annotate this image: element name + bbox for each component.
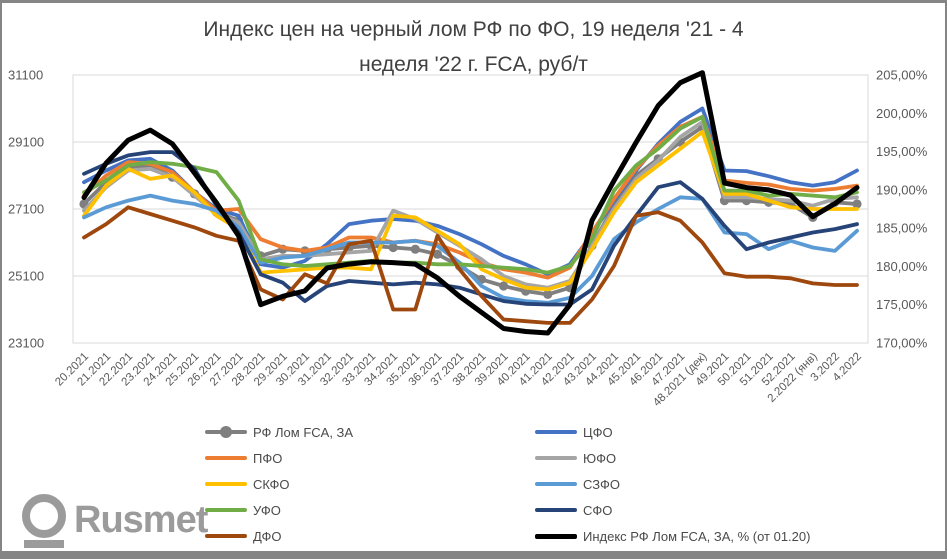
- left-axis-tick: 29100: [8, 135, 44, 150]
- series-line-4[interactable]: [82, 129, 859, 292]
- legend-swatch-ufo: [205, 508, 247, 512]
- legend-item-sfo[interactable]: СФО: [535, 497, 865, 523]
- legend-item-skfo[interactable]: СКФО: [205, 471, 535, 497]
- legend-swatch-szfo: [535, 482, 577, 486]
- series-line-5[interactable]: [82, 193, 859, 305]
- chart-title-line2: неделя '22 г. FCA, руб/т: [359, 53, 588, 76]
- series-marker: [410, 244, 420, 254]
- chart-title: Индекс цен на черный лом РФ по ФО, 19 не…: [0, 12, 947, 82]
- legend-label: ПФО: [253, 450, 283, 466]
- legend-swatch-cfo: [535, 430, 577, 434]
- legend-item-cfo[interactable]: ЦФО: [535, 419, 865, 445]
- series-marker: [543, 289, 553, 299]
- right-axis-tick: 205,00%: [876, 68, 928, 83]
- legend-label: ЮФО: [583, 450, 617, 466]
- series-line-8[interactable]: [82, 205, 859, 325]
- legend-swatch-pfo: [205, 456, 247, 460]
- right-axis-tick: 185,00%: [876, 221, 928, 236]
- legend-swatch-sfo: [535, 508, 577, 512]
- right-axis-tick: 190,00%: [876, 182, 928, 197]
- legend-label: СКФО: [253, 476, 290, 492]
- left-axis-tick: 23100: [8, 336, 44, 351]
- legend-label: СФО: [583, 502, 613, 518]
- series-marker: [388, 242, 398, 253]
- right-axis-tick: 195,00%: [876, 144, 928, 159]
- legend-swatch-skfo: [205, 482, 247, 486]
- left-axis-tick: 31100: [8, 68, 43, 83]
- right-axis-tick: 180,00%: [876, 259, 928, 274]
- left-axis-tick: 27100: [8, 202, 44, 217]
- rusmet-logo: Rusmet: [22, 492, 208, 548]
- rusmet-logo-text: Rusmet: [74, 499, 208, 541]
- series-marker: [432, 249, 442, 259]
- legend-item-yufo[interactable]: ЮФО: [535, 445, 865, 471]
- legend-label: СЗФО: [583, 476, 620, 492]
- rusmet-ball-icon: [22, 492, 66, 548]
- legend-item-ufo[interactable]: УФО: [205, 497, 535, 523]
- left-axis-tick: 25100: [8, 269, 44, 284]
- legend-label: УФО: [253, 502, 281, 518]
- chart-legend: РФ Лом FCA, ЗА ЦФО ПФО ЮФО СКФО СЗФО УФО…: [205, 419, 865, 549]
- right-axis-tick: 170,00%: [876, 336, 928, 351]
- legend-item-dfo[interactable]: ДФО: [205, 523, 535, 549]
- legend-swatch-index-rf: [535, 533, 577, 539]
- right-axis-tick: 175,00%: [876, 297, 928, 312]
- legend-label: Индекс РФ Лом FCA, ЗА, % (от 01.20): [583, 528, 811, 544]
- legend-swatch-yufo: [535, 456, 577, 460]
- series-marker: [852, 199, 862, 209]
- legend-item-index-rf[interactable]: Индекс РФ Лом FCA, ЗА, % (от 01.20): [535, 523, 865, 549]
- series-marker: [499, 281, 509, 291]
- legend-label: РФ Лом FCA, ЗА: [253, 424, 354, 440]
- legend-item-pfo[interactable]: ПФО: [205, 445, 535, 471]
- legend-item-rf-lom[interactable]: РФ Лом FCA, ЗА: [205, 419, 535, 445]
- chart-title-line1: Индекс цен на черный лом РФ по ФО, 19 не…: [203, 18, 744, 41]
- legend-swatch-rf-lom: [205, 426, 247, 438]
- series-line-6[interactable]: [82, 115, 859, 275]
- series-line-0[interactable]: [82, 125, 859, 297]
- series-line-9[interactable]: [81, 70, 860, 336]
- legend-label: ДФО: [253, 528, 282, 544]
- legend-item-szfo[interactable]: СЗФО: [535, 471, 865, 497]
- legend-swatch-dfo: [205, 534, 247, 538]
- right-axis-tick: 200,00%: [876, 106, 928, 121]
- legend-label: ЦФО: [583, 424, 613, 440]
